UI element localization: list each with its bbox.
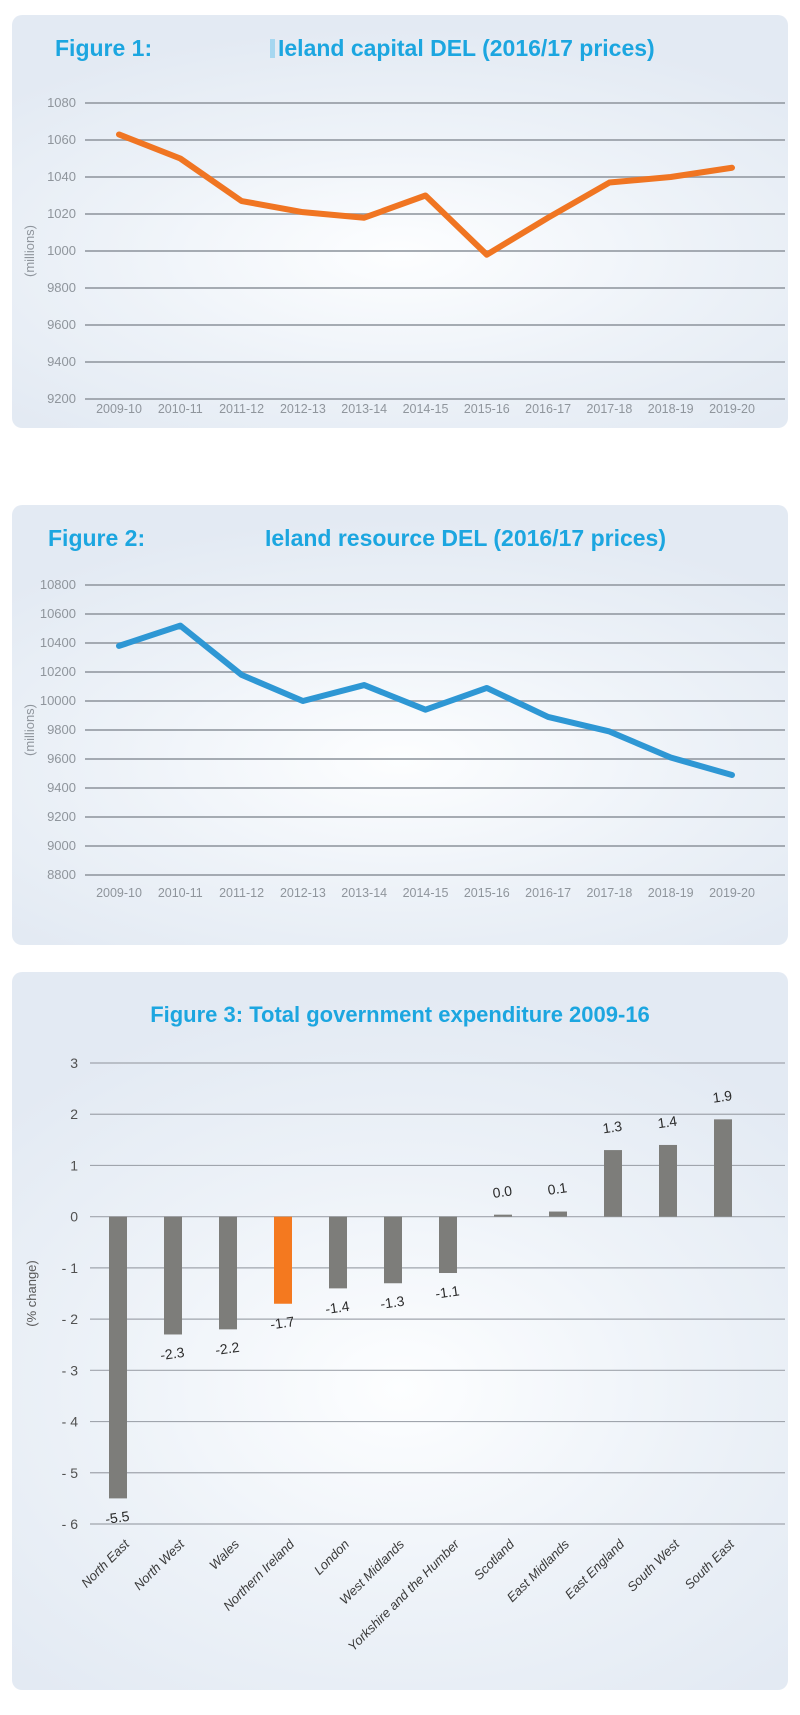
figure1-title-text: Ieland capital DEL (2016/17 prices): [278, 35, 655, 61]
svg-text:(millions): (millions): [22, 704, 37, 756]
svg-text:1020: 1020: [47, 206, 76, 221]
svg-text:9800: 9800: [47, 280, 76, 295]
svg-text:East England: East England: [562, 1536, 628, 1602]
svg-text:2017-18: 2017-18: [586, 886, 632, 900]
svg-text:1: 1: [70, 1157, 78, 1173]
svg-text:1060: 1060: [47, 132, 76, 147]
svg-text:2: 2: [70, 1106, 78, 1122]
svg-text:9200: 9200: [47, 809, 76, 824]
figure2-panel: Figure 2: Ieland resource DEL (2016/17 p…: [12, 505, 788, 945]
svg-text:2019-20: 2019-20: [709, 402, 755, 416]
svg-text:- 6: - 6: [62, 1516, 79, 1532]
svg-text:9600: 9600: [47, 751, 76, 766]
svg-text:2009-10: 2009-10: [96, 886, 142, 900]
svg-text:North West: North West: [131, 1536, 188, 1593]
svg-text:1.9: 1.9: [712, 1087, 734, 1106]
svg-text:9600: 9600: [47, 317, 76, 332]
svg-text:-1.1: -1.1: [434, 1282, 460, 1301]
svg-text:2013-14: 2013-14: [341, 886, 387, 900]
svg-text:- 2: - 2: [62, 1311, 79, 1327]
svg-text:1.3: 1.3: [602, 1118, 624, 1137]
svg-text:1.4: 1.4: [657, 1113, 679, 1132]
svg-text:2011-12: 2011-12: [219, 886, 264, 900]
svg-text:2016-17: 2016-17: [525, 886, 571, 900]
svg-text:2014-15: 2014-15: [403, 402, 449, 416]
figure2-title: Ieland resource DEL (2016/17 prices): [265, 523, 666, 553]
figure2-title-row: Figure 2: Ieland resource DEL (2016/17 p…: [12, 523, 788, 553]
svg-text:-1.4: -1.4: [324, 1298, 350, 1317]
svg-text:2011-12: 2011-12: [219, 402, 264, 416]
svg-text:South East: South East: [682, 1536, 739, 1593]
svg-text:3: 3: [70, 1055, 78, 1071]
svg-text:2017-18: 2017-18: [586, 402, 632, 416]
svg-text:2016-17: 2016-17: [525, 402, 571, 416]
svg-text:9200: 9200: [47, 391, 76, 406]
svg-text:2012-13: 2012-13: [280, 402, 326, 416]
svg-text:10800: 10800: [40, 577, 76, 592]
svg-text:2019-20: 2019-20: [709, 886, 755, 900]
svg-text:-2.2: -2.2: [214, 1339, 240, 1358]
svg-text:(millions): (millions): [22, 225, 37, 277]
svg-text:-5.5: -5.5: [104, 1508, 130, 1527]
figure1-panel: Figure 1: Ieland capital DEL (2016/17 pr…: [12, 15, 788, 428]
svg-text:London: London: [311, 1537, 352, 1578]
svg-text:9000: 9000: [47, 838, 76, 853]
svg-text:1000: 1000: [47, 243, 76, 258]
svg-text:8800: 8800: [47, 867, 76, 882]
svg-text:10200: 10200: [40, 664, 76, 679]
svg-text:10400: 10400: [40, 635, 76, 650]
svg-text:- 1: - 1: [62, 1260, 79, 1276]
figure2-label: Figure 2:: [48, 525, 146, 551]
svg-text:2015-16: 2015-16: [464, 402, 510, 416]
svg-text:2013-14: 2013-14: [341, 402, 387, 416]
svg-text:2015-16: 2015-16: [464, 886, 510, 900]
svg-text:2010-11: 2010-11: [158, 402, 203, 416]
svg-text:0.1: 0.1: [547, 1179, 569, 1198]
svg-text:1080: 1080: [47, 95, 76, 110]
svg-text:2014-15: 2014-15: [403, 886, 449, 900]
figure1-title-row: Figure 1: Ieland capital DEL (2016/17 pr…: [12, 33, 788, 63]
svg-text:South West: South West: [624, 1536, 683, 1595]
figure3-panel: Figure 3: Total government expenditure 2…: [12, 972, 788, 1690]
svg-text:0: 0: [70, 1209, 78, 1225]
svg-text:- 3: - 3: [62, 1362, 79, 1378]
svg-text:0.0: 0.0: [492, 1182, 514, 1201]
svg-text:-2.3: -2.3: [159, 1344, 185, 1363]
svg-text:- 4: - 4: [62, 1414, 79, 1430]
svg-text:Yorkshire and the Humber: Yorkshire and the Humber: [345, 1536, 463, 1654]
figure1-title: Ieland capital DEL (2016/17 prices): [270, 33, 655, 63]
svg-text:North East: North East: [78, 1536, 133, 1591]
figure3-title: Figure 3: Total government expenditure 2…: [150, 1002, 650, 1027]
svg-text:9400: 9400: [47, 354, 76, 369]
svg-text:9400: 9400: [47, 780, 76, 795]
svg-text:2018-19: 2018-19: [648, 402, 694, 416]
figure1-line-chart: 1080 1060 1040 1020 1000 9800 9600 9400 9200 2009…: [22, 95, 785, 416]
svg-text:(% change): (% change): [24, 1260, 39, 1326]
svg-text:10600: 10600: [40, 606, 76, 621]
svg-text:1040: 1040: [47, 169, 76, 184]
svg-text:2012-13: 2012-13: [280, 886, 326, 900]
svg-text:2010-11: 2010-11: [158, 886, 203, 900]
svg-text:-1.3: -1.3: [379, 1293, 405, 1312]
figure2-line-chart: 10800 10600 10400 10200 10000 9800 9600 9400 920…: [22, 577, 785, 900]
svg-text:- 5: - 5: [62, 1465, 79, 1481]
svg-text:9800: 9800: [47, 722, 76, 737]
figure1-label: Figure 1:: [55, 35, 153, 61]
svg-text:-1.7: -1.7: [269, 1313, 295, 1332]
svg-text:10000: 10000: [40, 693, 76, 708]
svg-text:2009-10: 2009-10: [96, 402, 142, 416]
clipped-letter-artifact: [270, 38, 275, 58]
svg-text:2018-19: 2018-19: [648, 886, 694, 900]
figure2-title-text: Ieland resource DEL (2016/17 prices): [265, 525, 666, 551]
svg-text:Wales: Wales: [206, 1536, 242, 1572]
svg-text:Scotland: Scotland: [471, 1536, 518, 1583]
